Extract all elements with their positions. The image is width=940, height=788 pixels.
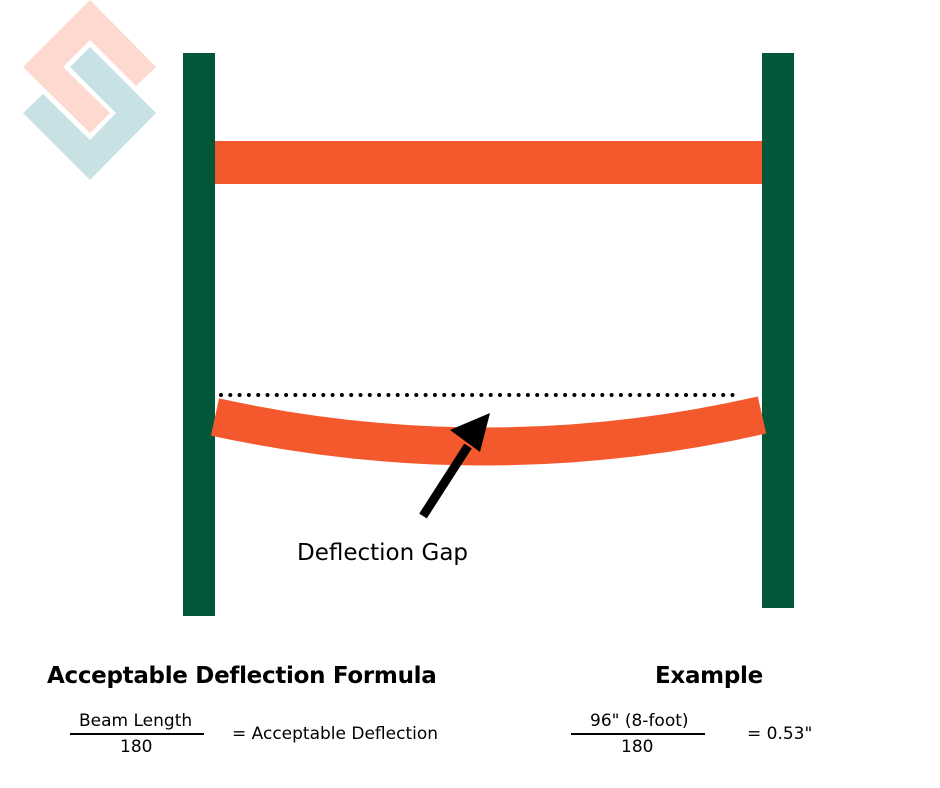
logo-blue-shape	[23, 47, 156, 180]
example-numerator: 96" (8-foot)	[590, 711, 689, 731]
deflected-beam	[210, 396, 767, 466]
example-title: Example	[655, 663, 763, 689]
formula-fraction-bar	[70, 733, 204, 735]
logo-pink-shape	[23, 0, 156, 133]
top-beam	[215, 141, 762, 184]
formula-title: Acceptable Deflection Formula	[47, 663, 437, 689]
formula-numerator: Beam Length	[79, 711, 193, 731]
left-upright	[183, 53, 215, 616]
logo	[23, 0, 156, 180]
example-denominator: 180	[621, 737, 654, 757]
formula-denominator: 180	[120, 737, 153, 757]
formula-result: = Acceptable Deflection	[232, 724, 439, 744]
deflection-gap-label: Deflection Gap	[297, 540, 469, 566]
arrow-icon	[419, 413, 490, 519]
example-result: = 0.53"	[747, 724, 813, 744]
right-upright	[762, 53, 794, 608]
example-fraction-bar	[571, 733, 705, 735]
